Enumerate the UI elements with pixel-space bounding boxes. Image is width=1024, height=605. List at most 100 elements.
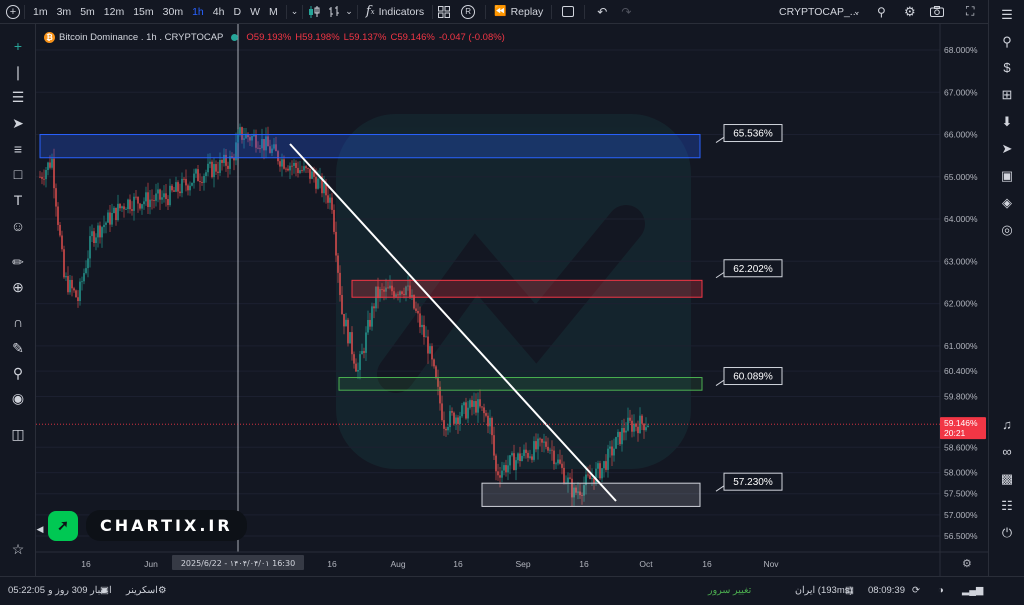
drawing-overlays[interactable] xyxy=(289,143,617,502)
magnet-icon[interactable]: ∩ xyxy=(12,314,24,330)
text-tool-icon[interactable]: T xyxy=(13,192,23,208)
candle-body xyxy=(461,405,463,417)
redo-icon[interactable]: ↷ xyxy=(621,4,632,19)
symbol-selector[interactable]: CRYPTOCAP_... xyxy=(779,5,859,18)
timeframe-3m[interactable]: 3m xyxy=(56,5,72,18)
power-icon[interactable]: ⏻ xyxy=(1001,525,1013,540)
candle-body xyxy=(407,285,409,287)
timeframe-dropdown-icon[interactable]: ⌄ xyxy=(290,6,299,16)
emoji-tool-icon[interactable]: ☺ xyxy=(10,218,26,234)
zone-label-box[interactable] xyxy=(723,367,783,386)
chart-pane[interactable]: 65.536% 62.202% 60.089% 57.230% 68.000% 67.0… xyxy=(36,24,988,576)
quick-search-icon[interactable]: ⚲ xyxy=(877,4,886,19)
axis-settings-icon[interactable]: ⚙ xyxy=(962,558,972,570)
timeframe-1h[interactable]: 1h xyxy=(192,5,204,18)
robot-icon[interactable]: ☷ xyxy=(1001,498,1013,513)
calendar-icon[interactable]: ▣ xyxy=(1000,168,1014,183)
zone-boxes[interactable]: 65.536% 62.202% 60.089% 57.230% xyxy=(39,124,783,507)
rectangle-icon[interactable] xyxy=(562,6,575,17)
headset-icon[interactable]: ♫ xyxy=(1002,417,1012,432)
layout-grid-icon[interactable] xyxy=(437,5,451,18)
layers-icon[interactable]: ◈ xyxy=(1002,195,1012,210)
candle-body xyxy=(535,441,537,450)
shapes-tool-icon[interactable]: □ xyxy=(13,166,23,182)
candle-body xyxy=(387,287,389,289)
candle-body xyxy=(517,453,519,461)
candle-body xyxy=(83,273,85,282)
candles-chart-type-icon[interactable] xyxy=(307,5,321,19)
timeframe-15m[interactable]: 15m xyxy=(133,5,154,18)
zone-label-box[interactable] xyxy=(723,259,783,278)
candle-body xyxy=(131,209,133,211)
candle-body xyxy=(505,465,507,473)
lock-icon[interactable]: ⚲ xyxy=(12,365,24,381)
menu-icon[interactable]: ☰ xyxy=(1001,7,1013,22)
zone-label-box[interactable] xyxy=(723,472,783,491)
candle-body xyxy=(159,189,161,200)
zone-box[interactable] xyxy=(39,134,701,159)
send-icon[interactable]: ➤ xyxy=(1001,141,1013,156)
zone-box[interactable] xyxy=(338,377,703,391)
settings-gear-icon[interactable]: ⚙ xyxy=(904,3,916,19)
timeframe-M[interactable]: M xyxy=(268,5,278,18)
zoom-in-icon[interactable]: ⊕ xyxy=(12,279,24,295)
symbol-dropdown-icon[interactable]: ⌄ xyxy=(853,6,861,16)
globe-icon[interactable]: ◎ xyxy=(1001,222,1013,237)
add-symbol-icon[interactable]: + xyxy=(6,4,20,19)
zone-label: 65.536% xyxy=(733,129,773,140)
lock-drawing-icon[interactable]: ✎ xyxy=(12,340,24,356)
eye-visibility-icon[interactable]: ◉ xyxy=(11,390,25,406)
zone-box[interactable] xyxy=(351,279,703,298)
timeframe-4h[interactable]: 4h xyxy=(212,5,225,18)
chart-type-dropdown-icon[interactable]: ⌄ xyxy=(345,6,353,16)
search-icon[interactable]: ⚲ xyxy=(1002,34,1012,49)
pattern-tool-icon[interactable]: ➤ xyxy=(12,115,24,131)
crosshair-icon[interactable]: + xyxy=(13,38,23,54)
toggle-icon[interactable]: ◑ xyxy=(938,585,944,596)
replay-icon[interactable]: ⏪ xyxy=(494,6,507,17)
card-icon[interactable]: ▩ xyxy=(1000,471,1014,486)
download-icon[interactable]: ⬇ xyxy=(1001,114,1013,129)
candle-body xyxy=(563,467,565,484)
refresh-icon[interactable]: ⟳ xyxy=(912,585,920,596)
trend-line[interactable] xyxy=(289,143,617,502)
fib-tool-icon[interactable]: ≡ xyxy=(13,141,23,157)
trend-line-icon[interactable]: ❘ xyxy=(12,64,24,80)
r-badge-icon[interactable]: R xyxy=(461,4,476,19)
horizontal-lines-icon[interactable]: ☰ xyxy=(11,89,25,105)
candle-body xyxy=(579,491,581,496)
calendar-small-icon[interactable]: ▣ xyxy=(100,585,109,596)
change-server-link[interactable]: تغییر سرور xyxy=(708,585,752,596)
replay-button[interactable]: Replay xyxy=(510,5,544,18)
favorites-star-icon[interactable]: ☆ xyxy=(11,541,25,557)
timeframe-30m[interactable]: 30m xyxy=(162,5,184,18)
screener-icon[interactable]: ⚙ xyxy=(158,585,167,596)
camera-icon[interactable] xyxy=(930,6,944,17)
trash-icon[interactable]: ◫ xyxy=(11,426,25,442)
dollar-icon[interactable]: $ xyxy=(1003,60,1011,75)
add-alert-icon[interactable]: ⊞ xyxy=(1001,87,1013,102)
indicators-button[interactable]: Indicators xyxy=(378,5,425,18)
candle-body xyxy=(77,297,79,302)
timeframe-W[interactable]: W xyxy=(250,5,260,18)
screener-link[interactable]: اسکرینر xyxy=(126,585,158,596)
price-axis[interactable]: 68.000% 67.000% 66.000% 65.000% 64.000% 63.00… xyxy=(36,24,986,576)
measure-ruler-icon[interactable]: ✏ xyxy=(12,254,24,270)
timeframe-5m[interactable]: 5m xyxy=(80,5,95,18)
timeframe-D[interactable]: D xyxy=(233,5,242,18)
bars-chart-type-icon[interactable] xyxy=(327,5,341,19)
zone-box[interactable] xyxy=(481,482,701,507)
fullscreen-icon[interactable]: ⛶ xyxy=(966,4,975,18)
timeframe-1m[interactable]: 1m xyxy=(33,5,48,18)
share-icon[interactable]: ∞ xyxy=(1002,444,1012,459)
price-chart[interactable]: 65.536% 62.202% 60.089% 57.230% 68.000% 67.0… xyxy=(36,24,988,576)
timeframe-12m[interactable]: 12m xyxy=(103,5,125,18)
price-tick-label: 58.600% xyxy=(944,442,978,452)
candle-body xyxy=(235,142,237,161)
collapse-arrow-icon[interactable]: ◀ xyxy=(36,524,44,534)
zone-label-box[interactable] xyxy=(723,124,783,143)
undo-icon[interactable]: ↶ xyxy=(597,4,608,19)
time-axis[interactable]: 16 Jun 16 Aug 16 Sep 16 Oct 16 Nov 2025/6/22 - ۱۴۰… xyxy=(36,551,988,570)
legend-dot-icon[interactable] xyxy=(231,34,239,41)
